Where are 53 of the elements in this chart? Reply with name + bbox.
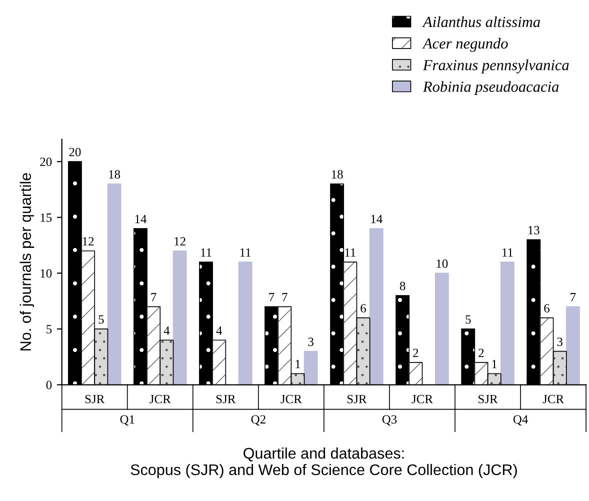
- data-label: 7: [269, 293, 274, 302]
- data-label: 10: [436, 259, 448, 268]
- x-tick-label: SJR: [347, 394, 367, 404]
- text: Q3: [382, 415, 397, 426]
- data-label: 3: [557, 338, 562, 346]
- data-label: 2: [413, 348, 418, 358]
- legend-label: Fraxinus pennsylvanica: [422, 60, 569, 74]
- y-axis-title: No. of journals per quartile: [20, 173, 34, 350]
- data-label: 18: [332, 170, 343, 179]
- data-label: 12: [174, 237, 186, 246]
- data-label: 5: [98, 315, 104, 324]
- legend-label: Acer negundo: [422, 38, 508, 52]
- data-label: 7: [282, 293, 288, 302]
- x-tick-label: JCR: [280, 394, 302, 404]
- data-label: 11: [240, 248, 251, 257]
- y-tick-label: 5: [46, 325, 52, 334]
- data-label: 4: [164, 326, 170, 335]
- y-tick-label: 15: [40, 213, 52, 222]
- data-label: 11: [345, 248, 356, 257]
- data-label: 7: [151, 293, 156, 302]
- data-label: 6: [360, 304, 366, 312]
- data-label: 4: [216, 326, 222, 335]
- data-label: 3: [308, 338, 314, 346]
- text: Q1: [120, 415, 134, 426]
- text: Q2: [251, 415, 266, 426]
- data-label: 8: [400, 282, 406, 290]
- legend-label: Robinia pseudoacacia: [422, 81, 559, 96]
- data-label: 2: [478, 348, 484, 358]
- data-label: 14: [135, 214, 147, 224]
- data-label: 1: [296, 360, 300, 368]
- data-label: 6: [544, 304, 550, 312]
- data-label: 18: [109, 170, 120, 179]
- data-label: 5: [466, 315, 471, 324]
- x-tick-label: JCR: [412, 394, 433, 404]
- x-tick-label: SJR: [478, 394, 498, 404]
- data-label: 14: [371, 214, 382, 224]
- text: Q4: [513, 415, 528, 426]
- data-label: 1: [492, 360, 497, 368]
- x-tick-label: JCR: [542, 394, 564, 404]
- data-label: 11: [201, 248, 212, 257]
- x-tick-label: SJR: [216, 394, 236, 404]
- data-label: 11: [502, 248, 513, 257]
- y-tick-label: 20: [40, 158, 52, 166]
- data-label: 7: [570, 293, 576, 302]
- x-tick-label: SJR: [85, 394, 105, 404]
- y-tick-label: 10: [40, 269, 52, 278]
- legend-label: Ailanthus altissima: [422, 16, 540, 28]
- y-tick-label: 0: [46, 380, 52, 390]
- data-label: 20: [69, 148, 81, 156]
- x-tick-label: JCR: [150, 394, 171, 404]
- data-label: 12: [82, 237, 94, 246]
- data-label: 13: [528, 226, 540, 234]
- x-axis-title: Quartile and databases: Scopus (SJR) and Web of Science Core Collection (JCR): [130, 447, 517, 478]
